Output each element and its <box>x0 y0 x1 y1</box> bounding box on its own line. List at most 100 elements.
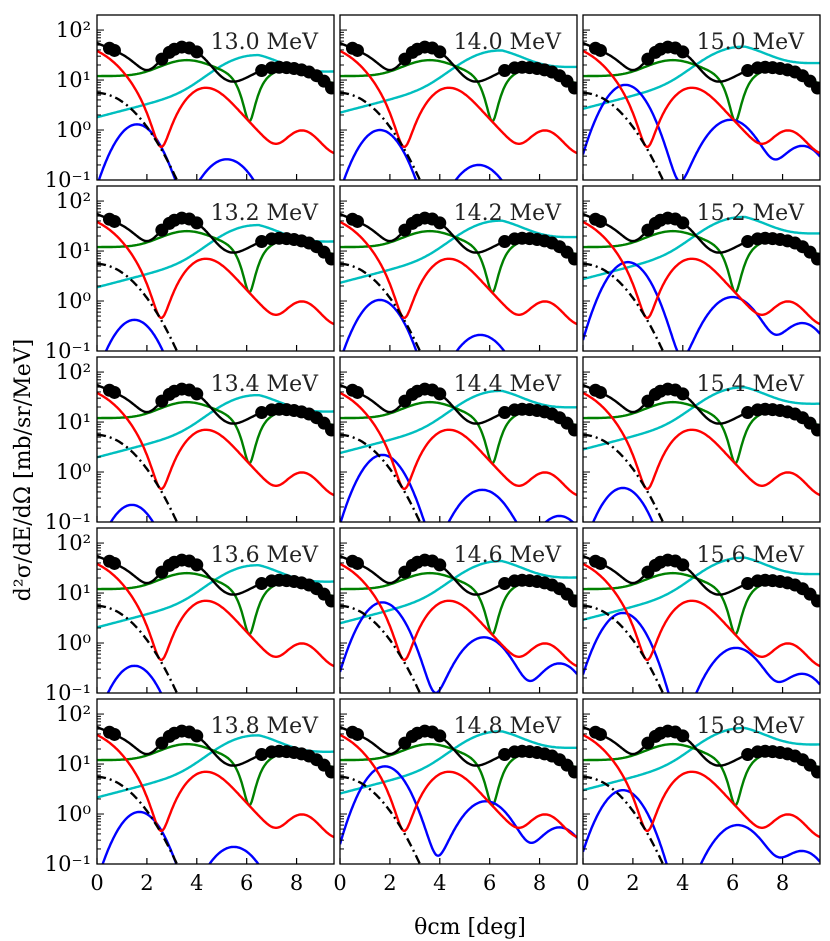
x-tick-label: 6 <box>240 871 253 895</box>
y-tick-label: 10¹ <box>56 581 91 605</box>
data-point <box>811 765 820 779</box>
data-point <box>107 385 121 399</box>
data-point <box>741 235 755 249</box>
series-line-L1 <box>340 765 577 857</box>
series-line-L3 <box>583 556 820 621</box>
series-line-other <box>97 775 179 864</box>
series-line-L0 <box>583 562 820 668</box>
series-line-other <box>583 775 665 864</box>
y-tick-label: 10² <box>56 702 91 726</box>
series-line-other <box>340 775 422 864</box>
series-line-L0 <box>97 49 334 155</box>
data-point <box>255 64 269 78</box>
series-line-L0 <box>97 733 334 839</box>
series-line-L1 <box>106 664 163 693</box>
y-tick-label: 10² <box>56 531 91 555</box>
series-line-L0 <box>583 733 820 839</box>
panel: 0 2 4 6 8 10⁻¹ 10⁰ 10¹ 10² 13.8 MeV <box>45 698 335 895</box>
panel-plot-area <box>583 40 820 180</box>
data-point <box>255 748 269 762</box>
series-line-L3 <box>340 49 577 114</box>
y-tick-label: 10¹ <box>56 410 91 434</box>
series-line-L0 <box>97 562 334 668</box>
panel: 10⁻¹ 10⁰ 10¹ 10² 13.2 MeV <box>45 185 335 363</box>
x-tick-label: 2 <box>383 871 396 895</box>
series-line-other <box>97 433 179 522</box>
panel-plot-area <box>97 382 334 522</box>
panel-frame <box>339 356 578 523</box>
data-point <box>811 594 820 608</box>
data-point <box>325 252 334 266</box>
data-point <box>568 252 577 266</box>
data-point <box>350 214 364 228</box>
series-line-other <box>583 262 665 351</box>
data-point <box>190 216 204 230</box>
panel-frame <box>582 185 821 352</box>
series-line-L0 <box>340 733 577 839</box>
y-tick-label: 10⁻¹ <box>45 510 91 534</box>
x-tick-label: 8 <box>776 871 789 895</box>
panel: 14.2 MeV <box>339 185 578 352</box>
data-point <box>811 252 820 266</box>
y-tick-label: 10⁰ <box>56 802 91 826</box>
panel-plot-area <box>583 382 820 522</box>
panel-energy-label: 15.0 MeV <box>697 30 806 55</box>
y-tick-label: 10² <box>56 189 91 213</box>
x-tick-label: 6 <box>726 871 739 895</box>
y-tick-label: 10² <box>56 18 91 42</box>
y-tick-label: 10⁰ <box>56 631 91 655</box>
data-point <box>255 406 269 420</box>
data-point <box>350 385 364 399</box>
data-point <box>741 406 755 420</box>
series-line-L1 <box>104 318 165 351</box>
data-point <box>107 556 121 570</box>
series-line-L1 <box>342 128 504 180</box>
panel-frame <box>582 698 821 865</box>
x-axis-title: θcm [deg] <box>414 915 526 940</box>
x-tick-label: 8 <box>533 871 546 895</box>
series-line-L1 <box>591 486 738 522</box>
panel: 10⁻¹ 10⁰ 10¹ 10² 13.0 MeV <box>45 14 335 192</box>
data-point <box>255 235 269 249</box>
panel-frame <box>96 527 335 694</box>
panel-plot-area <box>583 553 820 693</box>
series-line-L3 <box>340 559 577 625</box>
data-point <box>811 81 820 95</box>
data-point <box>676 216 690 230</box>
series-line-L0 <box>340 49 577 155</box>
series-line-L3 <box>583 386 820 451</box>
data-point <box>741 748 755 762</box>
x-tick-label: 2 <box>140 871 153 895</box>
y-tick-label: 10⁻¹ <box>45 339 91 363</box>
x-tick-label: 0 <box>576 871 589 895</box>
series-line-L3 <box>340 219 577 284</box>
panel-frame <box>339 698 578 865</box>
data-point <box>350 727 364 741</box>
data-point <box>433 558 447 572</box>
series-line-L3 <box>583 726 820 792</box>
data-point <box>190 45 204 59</box>
series-line-other <box>97 604 179 693</box>
series-line-other <box>583 91 665 180</box>
data-point <box>568 423 577 437</box>
panel-frame <box>582 14 821 181</box>
panel-energy-label: 14.0 MeV <box>454 30 563 55</box>
y-tick-label: 10² <box>56 360 91 384</box>
data-point <box>593 727 607 741</box>
panel-grid: 10⁻¹ 10⁰ 10¹ 10² 13.0 MeV 14.0 MeV 15.0 MeV 10⁻… <box>45 14 821 895</box>
series-line-L0 <box>340 562 577 668</box>
panel-frame <box>339 527 578 694</box>
data-point <box>255 577 269 591</box>
y-tick-label: 10⁰ <box>56 460 91 484</box>
y-tick-label: 10⁻¹ <box>45 852 91 876</box>
series-line-L3 <box>583 45 820 110</box>
panel: 10⁻¹ 10⁰ 10¹ 10² 13.4 MeV <box>45 356 335 534</box>
x-tick-label: 4 <box>676 871 689 895</box>
data-point <box>325 594 334 608</box>
data-point <box>568 765 577 779</box>
panel: 14.0 MeV <box>339 14 578 181</box>
panel-frame <box>582 527 821 694</box>
panel-plot-area <box>340 724 577 864</box>
data-point <box>593 43 607 57</box>
x-tick-label: 8 <box>290 871 303 895</box>
